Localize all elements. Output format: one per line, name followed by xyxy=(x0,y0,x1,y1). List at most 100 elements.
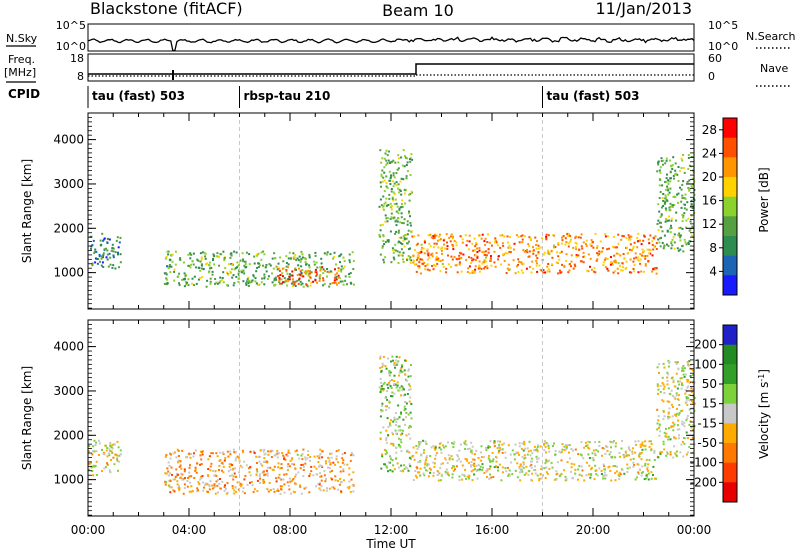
colorbar-segment xyxy=(723,462,737,483)
echo-mark xyxy=(91,470,94,473)
echo-mark xyxy=(685,453,688,456)
echo-mark xyxy=(685,419,688,422)
echo-mark xyxy=(483,253,486,256)
colorbar-frame xyxy=(722,117,738,296)
echo-mark xyxy=(680,383,683,386)
echo-mark xyxy=(383,190,386,193)
echo-mark xyxy=(449,240,452,243)
echo-mark xyxy=(459,443,462,446)
echo-mark xyxy=(434,265,437,267)
echo-mark xyxy=(211,452,214,455)
echo-mark xyxy=(389,162,392,164)
echo-mark xyxy=(506,252,509,255)
echo-mark xyxy=(299,485,302,488)
echo-mark xyxy=(501,242,504,245)
echo-mark xyxy=(327,466,329,469)
echo-mark xyxy=(654,235,657,238)
echo-mark xyxy=(233,492,236,495)
echo-mark xyxy=(403,165,406,168)
echo-mark xyxy=(278,278,281,281)
echo-mark xyxy=(670,389,673,392)
echo-mark xyxy=(521,234,524,237)
echo-mark xyxy=(614,465,617,467)
station-title: Blackstone (fitACF) xyxy=(90,0,243,18)
echo-mark xyxy=(681,369,683,372)
echo-mark xyxy=(575,242,578,245)
echo-mark xyxy=(662,199,665,202)
echo-mark xyxy=(334,463,336,466)
echo-mark xyxy=(410,153,413,156)
echo-mark xyxy=(223,257,226,259)
echo-mark xyxy=(689,411,692,414)
echo-mark xyxy=(495,465,498,468)
echo-mark xyxy=(95,441,98,444)
echo-mark xyxy=(485,256,487,259)
echo-mark xyxy=(240,485,243,488)
echo-mark xyxy=(677,180,680,182)
echo-mark xyxy=(247,467,250,470)
echo-mark xyxy=(249,474,252,477)
echo-mark xyxy=(534,449,537,452)
echo-mark xyxy=(166,282,169,284)
echo-mark xyxy=(281,272,284,275)
echo-mark xyxy=(682,455,685,458)
echo-mark xyxy=(383,171,386,174)
echo-mark xyxy=(95,257,98,260)
echo-mark xyxy=(674,397,677,400)
echo-mark xyxy=(280,488,282,491)
echo-mark xyxy=(318,455,321,458)
echo-mark xyxy=(544,462,547,465)
echo-mark xyxy=(332,486,335,489)
echo-mark xyxy=(247,279,250,282)
echo-mark xyxy=(175,474,178,477)
echo-mark xyxy=(560,451,563,454)
echo-mark xyxy=(222,271,225,274)
echo-mark xyxy=(116,456,119,459)
echo-mark xyxy=(163,282,166,285)
nsearch-tick-bottom: 10^0 xyxy=(708,40,738,53)
echo-mark xyxy=(223,459,226,462)
echo-mark xyxy=(263,453,266,456)
echo-mark xyxy=(439,260,442,263)
echo-mark xyxy=(201,453,204,456)
echo-mark xyxy=(553,442,555,445)
echo-mark xyxy=(432,461,435,464)
echo-mark xyxy=(165,273,168,276)
echo-mark xyxy=(380,161,383,164)
echo-mark xyxy=(389,385,392,388)
echo-mark xyxy=(316,266,319,269)
echo-mark xyxy=(565,478,568,481)
echo-mark xyxy=(555,470,558,473)
echo-mark xyxy=(518,467,521,470)
echo-mark xyxy=(190,485,193,488)
echo-mark xyxy=(657,392,659,395)
echo-mark xyxy=(413,263,416,266)
echo-mark xyxy=(397,425,400,428)
echo-mark xyxy=(407,375,410,378)
echo-mark xyxy=(678,428,681,431)
echo-mark xyxy=(464,458,467,460)
echo-mark xyxy=(670,247,673,250)
echo-mark xyxy=(397,229,400,232)
echo-mark xyxy=(178,484,180,487)
echo-mark xyxy=(277,476,280,479)
echo-mark xyxy=(273,284,276,287)
echo-mark xyxy=(253,262,256,265)
echo-mark xyxy=(294,267,297,270)
echo-mark xyxy=(553,478,556,481)
echo-mark xyxy=(281,267,284,270)
echo-mark xyxy=(666,383,669,386)
nave-tick-bottom: 0 xyxy=(708,70,715,83)
echo-mark xyxy=(396,362,399,365)
echo-mark xyxy=(538,477,541,480)
echo-mark xyxy=(385,217,388,220)
echo-mark xyxy=(658,434,661,437)
echo-mark xyxy=(426,249,429,252)
echo-mark xyxy=(288,465,291,468)
echo-mark xyxy=(680,188,683,191)
echo-mark xyxy=(569,234,572,237)
echo-mark xyxy=(395,219,398,222)
echo-mark xyxy=(299,274,302,277)
echo-mark xyxy=(563,445,566,448)
echo-mark xyxy=(245,464,248,467)
